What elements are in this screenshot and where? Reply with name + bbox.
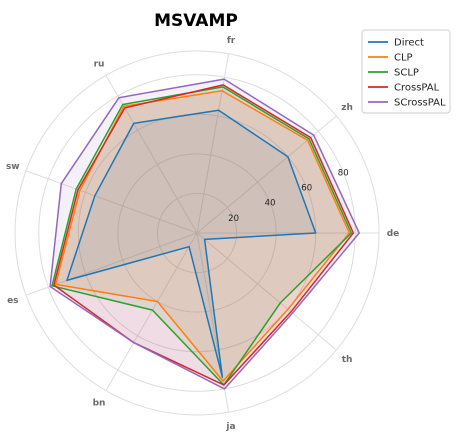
series-line-crosspal — [53, 84, 355, 386]
chart-title: MSVAMP — [154, 11, 238, 31]
legend-box — [361, 29, 451, 114]
radial-tick-20: 20 — [228, 214, 239, 224]
axis-label-de: de — [387, 229, 400, 239]
spoke-fr — [196, 53, 230, 234]
series-area-crosspal — [53, 84, 354, 386]
spoke-ja — [196, 232, 230, 413]
series-area-direct — [66, 110, 316, 378]
radial-tick-60: 60 — [301, 184, 312, 194]
radial-tick-40: 40 — [265, 199, 276, 209]
legend-label-crosspal: CrossPAL — [394, 83, 440, 94]
series-layer — [49, 78, 360, 390]
spoke-ru — [105, 75, 198, 234]
legend: Direct CLP SCLP CrossPAL SCrossPAL — [361, 29, 451, 114]
legend-label-direct: Direct — [394, 38, 424, 49]
radial-tick-80: 80 — [338, 168, 349, 178]
legend-label-clp: CLP — [394, 53, 413, 64]
axis-label-sw: sw — [6, 162, 20, 172]
legend-label-scrosspal: SCrossPAL — [394, 98, 446, 109]
series-area-scrosspal — [50, 79, 360, 389]
series-line-sclp — [51, 86, 353, 386]
spoke-sw — [25, 170, 198, 234]
spoke-bn — [105, 232, 198, 391]
spoke-th — [196, 232, 337, 351]
axis-label-es: es — [7, 296, 18, 306]
axis-labels: de zh fr ru sw es bn ja th — [6, 36, 399, 432]
radial-tick-labels: 20 40 60 80 — [228, 168, 348, 224]
axis-label-ru: ru — [94, 59, 105, 69]
axis-label-th: th — [342, 355, 353, 365]
axis-label-ja: ja — [225, 422, 235, 432]
axis-label-zh: zh — [341, 103, 353, 113]
legend-label-sclp: SCLP — [394, 68, 419, 79]
series-line-clp — [54, 90, 351, 382]
axis-label-fr: fr — [227, 36, 236, 46]
axis-label-bn: bn — [93, 399, 106, 409]
series-line-scrosspal — [49, 78, 360, 390]
series-line-direct — [66, 109, 317, 378]
series-area-sclp — [52, 86, 352, 386]
